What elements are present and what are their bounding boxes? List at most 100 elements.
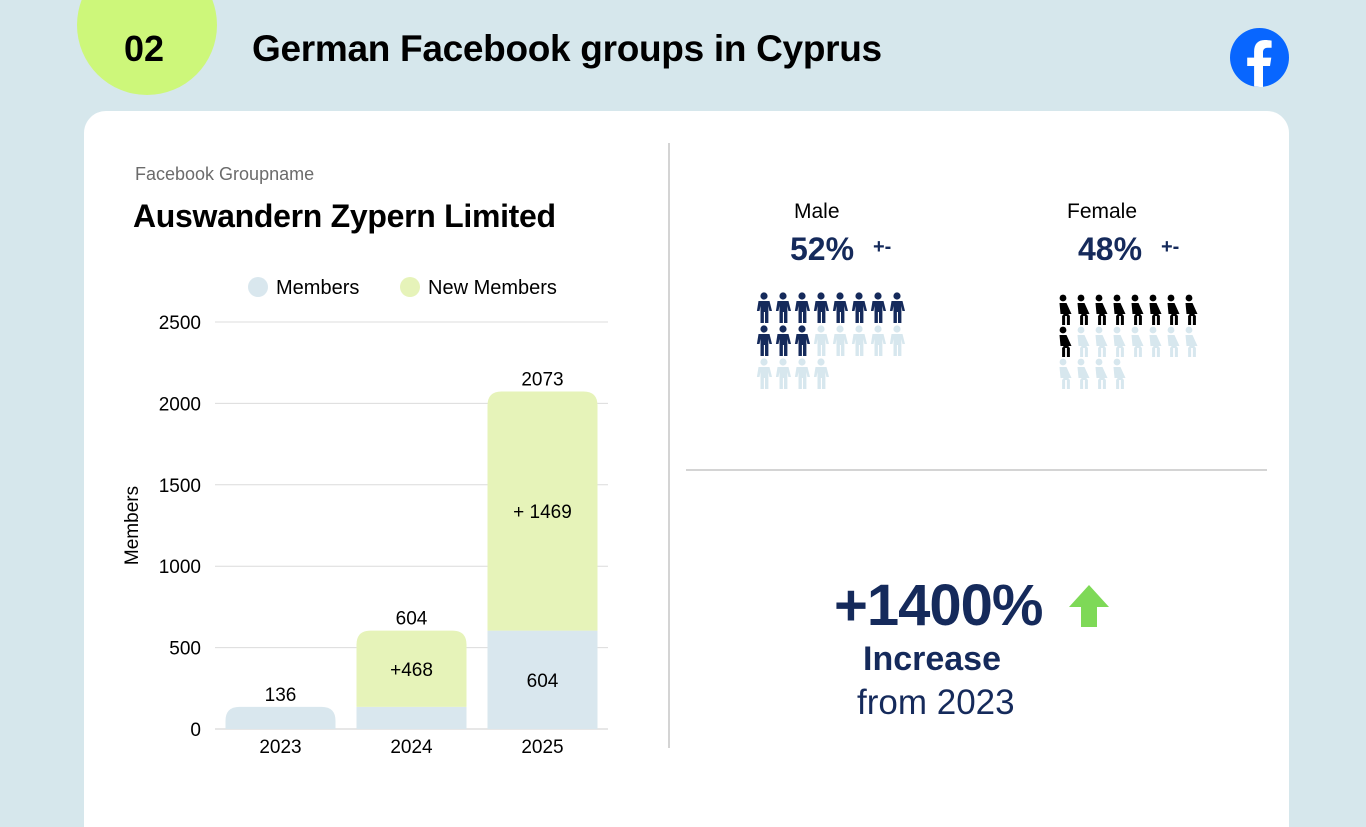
female-person-icon xyxy=(1077,294,1085,302)
female-person-body xyxy=(1113,367,1126,389)
female-person-body xyxy=(1167,303,1180,325)
female-person-icon xyxy=(1113,358,1121,366)
female-person-icon xyxy=(1095,294,1103,302)
group-caption: Facebook Groupname xyxy=(135,164,315,184)
male-person-body xyxy=(870,334,886,356)
male-person-body xyxy=(889,301,905,323)
legend-label-1: New Members xyxy=(428,277,557,299)
female-person-icon xyxy=(1077,326,1085,334)
female-person-icon xyxy=(1113,294,1121,302)
female-percent: 48% xyxy=(1078,231,1143,267)
female-person-body xyxy=(1149,335,1162,357)
arrow-up-icon xyxy=(1069,585,1109,627)
female-person-body xyxy=(1095,335,1108,357)
growth-from: from 2023 xyxy=(857,683,1015,722)
female-person-icon xyxy=(1131,326,1139,334)
x-tick-label-2024: 2024 xyxy=(390,737,433,758)
male-icon-grid xyxy=(756,292,905,389)
male-person-icon xyxy=(893,292,901,300)
male-person-body xyxy=(870,301,886,323)
male-note: +- xyxy=(873,236,892,258)
male-person-body xyxy=(775,367,791,389)
female-person-icon xyxy=(1185,326,1193,334)
female-person-icon xyxy=(1059,326,1067,334)
section-number: 02 xyxy=(124,28,165,69)
male-person-body xyxy=(756,367,772,389)
female-person-icon xyxy=(1113,326,1121,334)
male-person-icon xyxy=(798,292,806,300)
bar-new-members-2024 xyxy=(356,630,467,707)
y-tick-label: 2500 xyxy=(159,313,201,334)
male-percent: 52% xyxy=(790,231,855,267)
female-label: Female xyxy=(1067,200,1138,223)
male-person-body xyxy=(832,334,848,356)
bar-segment-label-2025: + 1469 xyxy=(513,502,572,523)
female-person-icon xyxy=(1149,326,1157,334)
x-tick-label-2023: 2023 xyxy=(259,737,301,758)
y-tick-label: 500 xyxy=(169,639,201,660)
male-person-icon xyxy=(760,325,768,333)
female-person-icon xyxy=(1131,294,1139,302)
growth-percent: +1400% xyxy=(834,573,1043,638)
female-person-body xyxy=(1095,303,1108,325)
male-person-icon xyxy=(817,292,825,300)
female-person-body xyxy=(1167,335,1180,357)
male-person-body xyxy=(851,301,867,323)
bar-members-2023 xyxy=(225,706,336,729)
male-person-icon xyxy=(760,292,768,300)
members-chart: Members New Members 0 500 1000 1500 2000 2500 Me… xyxy=(122,277,608,758)
male-person-body xyxy=(813,301,829,323)
female-person-icon xyxy=(1185,294,1193,302)
female-person-icon xyxy=(1077,358,1085,366)
male-person-icon xyxy=(779,325,787,333)
male-person-body xyxy=(756,301,772,323)
female-person-body xyxy=(1059,303,1072,325)
legend-label-0: Members xyxy=(276,277,359,299)
growth-label: Increase xyxy=(863,640,1001,678)
male-person-body xyxy=(813,334,829,356)
female-note: +- xyxy=(1161,236,1180,258)
male-person-icon xyxy=(817,358,825,366)
female-person-body xyxy=(1185,303,1198,325)
female-person-body xyxy=(1185,335,1198,357)
y-axis-title: Members xyxy=(122,486,143,565)
male-person-body xyxy=(851,334,867,356)
legend-swatch-0 xyxy=(248,277,268,297)
female-person-icon xyxy=(1149,294,1157,302)
female-person-body xyxy=(1131,303,1144,325)
male-person-icon xyxy=(798,325,806,333)
y-tick-label: 0 xyxy=(190,720,201,741)
female-person-icon xyxy=(1095,358,1103,366)
male-person-icon xyxy=(779,292,787,300)
female-person-icon xyxy=(1167,294,1175,302)
male-person-icon xyxy=(855,325,863,333)
male-person-body xyxy=(794,301,810,323)
female-person-body xyxy=(1077,303,1090,325)
male-person-icon xyxy=(817,325,825,333)
female-person-icon xyxy=(1059,294,1067,302)
male-label: Male xyxy=(794,200,840,223)
bar-members-2025 xyxy=(487,630,598,729)
female-person-body xyxy=(1077,367,1090,389)
y-tick-label: 1500 xyxy=(159,476,201,497)
male-person-body xyxy=(794,367,810,389)
female-icon-grid xyxy=(1059,294,1198,389)
female-person-body xyxy=(1113,335,1126,357)
female-person-icon xyxy=(1095,326,1103,334)
male-person-icon xyxy=(798,358,806,366)
male-person-body xyxy=(775,334,791,356)
female-person-icon xyxy=(1059,358,1067,366)
legend-swatch-1 xyxy=(400,277,420,297)
male-person-body xyxy=(794,334,810,356)
y-tick-label: 1000 xyxy=(159,557,201,578)
horizontal-divider xyxy=(686,469,1267,471)
vertical-divider xyxy=(668,143,670,748)
male-person-icon xyxy=(836,325,844,333)
male-person-icon xyxy=(836,292,844,300)
page-title: German Facebook groups in Cyprus xyxy=(252,28,882,69)
female-person-body xyxy=(1113,303,1126,325)
facebook-icon xyxy=(1230,28,1289,87)
bar-new-members-2025 xyxy=(487,391,598,631)
group-name: Auswandern Zypern Limited xyxy=(133,198,556,234)
male-person-body xyxy=(813,367,829,389)
